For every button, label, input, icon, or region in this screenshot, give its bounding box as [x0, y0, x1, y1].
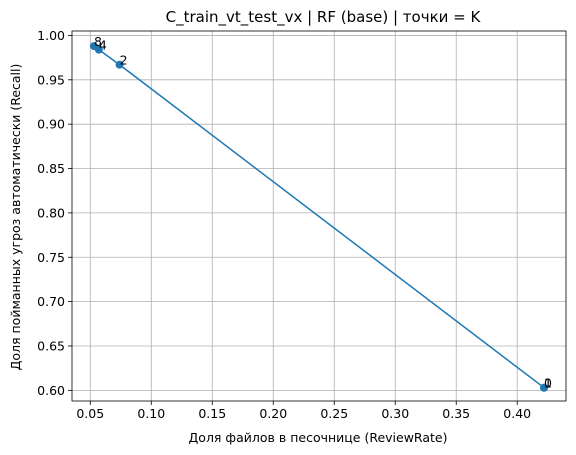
plot-frame: [71, 30, 567, 402]
data-point: [540, 383, 549, 392]
data-point: [94, 45, 103, 54]
x-axis-label: Доля файлов в песочнице (ReviewRate): [189, 430, 448, 445]
y-axis: 0.60 0.65 0.70 0.75 0.80 0.85 0.90 0.95 1.00: [37, 28, 72, 398]
point-label: 4: [99, 38, 107, 53]
chart-title: C_train_vt_test_vx | RF (base) | точки =…: [166, 8, 482, 27]
point-label: 2: [120, 53, 128, 68]
y-tick-label: 0.95: [37, 72, 65, 87]
x-tick-label: 0.15: [198, 406, 226, 421]
grid-lines: [72, 31, 566, 401]
x-tick-label: 0.10: [137, 406, 165, 421]
y-tick-label: 0.75: [37, 250, 65, 265]
x-axis: 0.05 0.10 0.15 0.20 0.25 0.30 0.35 0.40: [76, 401, 531, 421]
y-tick-label: 0.90: [37, 117, 65, 132]
data-point: [115, 60, 124, 69]
series-layer: [89, 42, 549, 392]
y-tick-label: 0.65: [37, 338, 65, 353]
point-labels: 842 10: [94, 34, 552, 391]
y-tick-label: 1.00: [37, 28, 65, 43]
series-line: [93, 45, 545, 389]
y-tick-label: 0.80: [37, 205, 65, 220]
y-tick-label: 0.60: [37, 383, 65, 398]
y-axis-label: Доля пойманных угроз автоматически (Reca…: [8, 64, 23, 371]
point-label: 1: [544, 376, 552, 391]
x-tick-label: 0.35: [442, 406, 470, 421]
x-tick-label: 0.40: [503, 406, 531, 421]
point-label: 8: [94, 34, 102, 49]
point-label: 0: [544, 376, 552, 391]
x-tick-label: 0.05: [76, 406, 104, 421]
x-tick-label: 0.25: [320, 406, 348, 421]
x-tick-label: 0.20: [259, 406, 287, 421]
y-tick-label: 0.70: [37, 294, 65, 309]
x-tick-label: 0.30: [381, 406, 409, 421]
y-tick-label: 0.85: [37, 161, 65, 176]
